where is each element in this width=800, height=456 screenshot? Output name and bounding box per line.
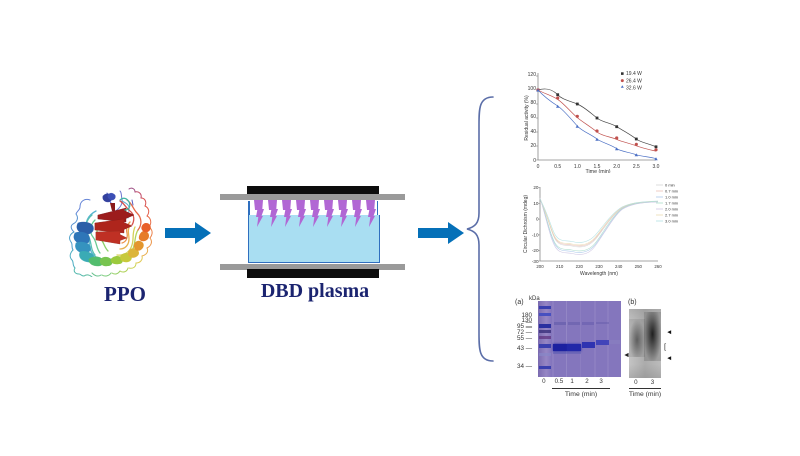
svg-text:2.5: 2.5 <box>633 164 640 170</box>
svg-text:2.7 min: 2.7 min <box>665 212 678 217</box>
svg-text:120: 120 <box>528 72 537 78</box>
svg-text:210: 210 <box>556 264 564 269</box>
svg-text:0: 0 <box>536 217 539 222</box>
svg-text:Wavelength (nm): Wavelength (nm) <box>580 271 618 276</box>
svg-text:Time (min): Time (min) <box>585 169 610 173</box>
svg-text:20: 20 <box>530 143 536 149</box>
svg-text:0 min: 0 min <box>665 184 675 187</box>
svg-text:26.4 W: 26.4 W <box>626 78 642 84</box>
svg-text:60: 60 <box>530 114 536 120</box>
svg-text:2.0: 2.0 <box>613 164 620 170</box>
svg-text:10: 10 <box>533 201 539 206</box>
svg-text:230: 230 <box>595 264 603 269</box>
svg-text:Circular Dichroism (mdeg): Circular Dichroism (mdeg) <box>523 195 529 253</box>
svg-text:-20: -20 <box>532 248 539 253</box>
svg-text:1.7 min: 1.7 min <box>665 200 678 205</box>
svg-text:260: 260 <box>654 264 662 269</box>
svg-text:0.7 min: 0.7 min <box>665 188 678 193</box>
svg-text:240: 240 <box>615 264 623 269</box>
svg-text:32.6 W: 32.6 W <box>626 85 642 91</box>
svg-text:19.4 W: 19.4 W <box>626 71 642 77</box>
svg-text:0: 0 <box>537 164 540 170</box>
svg-text:220: 220 <box>576 264 584 269</box>
svg-text:-10: -10 <box>532 232 539 237</box>
svg-text:0.5: 0.5 <box>554 164 561 170</box>
svg-text:80: 80 <box>530 100 536 106</box>
svg-text:Residual activity (%): Residual activity (%) <box>524 95 530 141</box>
svg-text:200: 200 <box>536 264 544 269</box>
svg-text:2.0 min: 2.0 min <box>665 206 678 211</box>
svg-text:250: 250 <box>635 264 643 269</box>
svg-text:1.0: 1.0 <box>574 164 581 170</box>
svg-text:1.0 min: 1.0 min <box>665 194 678 199</box>
svg-text:40: 40 <box>530 129 536 135</box>
svg-text:100: 100 <box>528 86 537 92</box>
svg-text:20: 20 <box>533 185 539 190</box>
svg-text:3.0 min: 3.0 min <box>665 218 678 223</box>
svg-text:3.0: 3.0 <box>653 164 660 170</box>
